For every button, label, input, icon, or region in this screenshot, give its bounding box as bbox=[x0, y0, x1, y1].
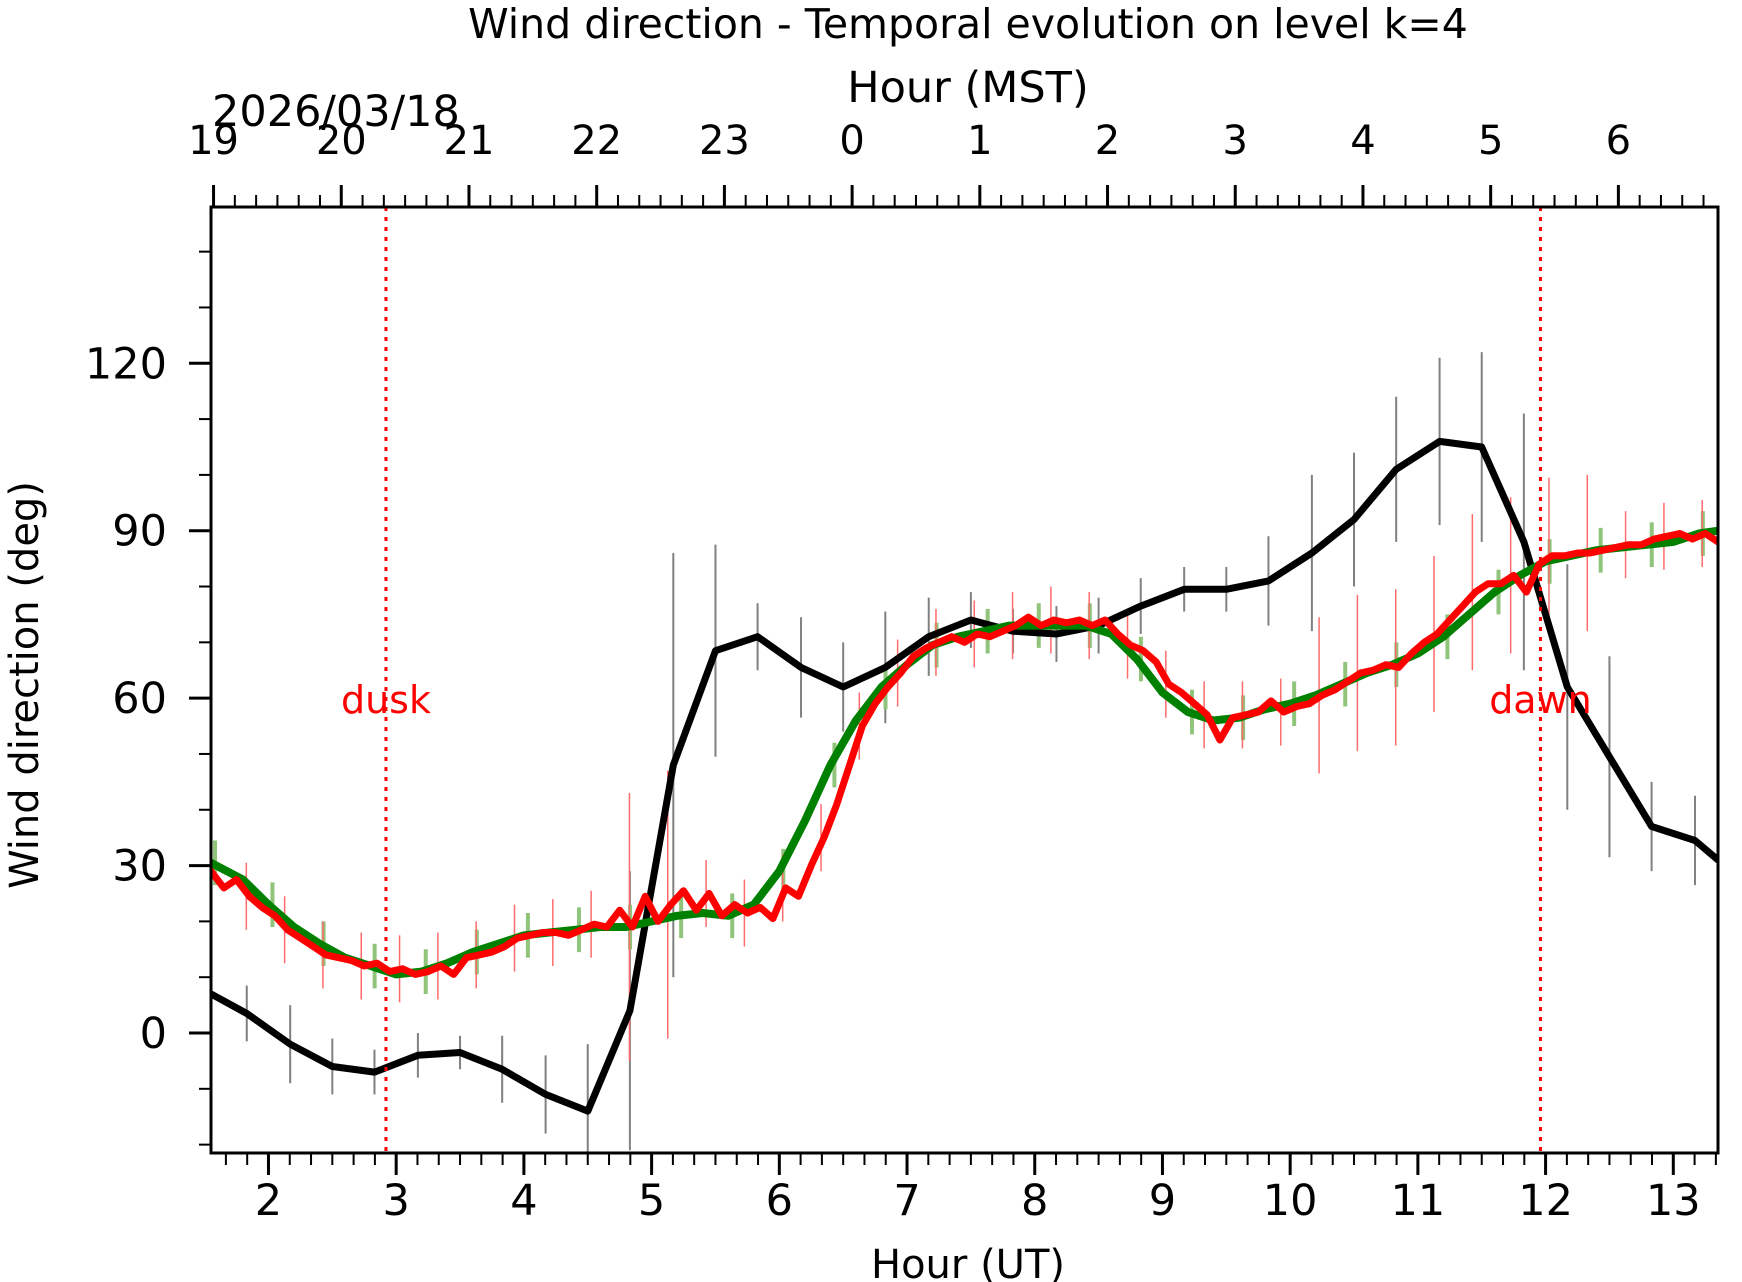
x-axis-title: Hour (UT) bbox=[871, 1242, 1065, 1282]
x-tick-label: 11 bbox=[1391, 1176, 1446, 1226]
top-tick-label: 21 bbox=[444, 118, 495, 164]
x-tick-label: 2 bbox=[255, 1176, 282, 1226]
y-axis-title: Wind direction (deg) bbox=[2, 481, 48, 889]
y-tick-label: 30 bbox=[112, 842, 167, 892]
x-tick-label: 8 bbox=[1021, 1176, 1048, 1226]
x-tick-label: 9 bbox=[1149, 1176, 1176, 1226]
top-tick-label: 5 bbox=[1478, 118, 1503, 164]
x-tick-label: 3 bbox=[383, 1176, 410, 1226]
top-tick-label: 22 bbox=[571, 118, 622, 164]
x-tick-label: 7 bbox=[893, 1176, 920, 1226]
top-tick-label: 3 bbox=[1223, 118, 1248, 164]
dusk-label: dusk bbox=[341, 678, 431, 722]
data-layer bbox=[211, 352, 1718, 1153]
y-tick-label: 60 bbox=[112, 674, 167, 724]
y-tick-label: 0 bbox=[140, 1009, 167, 1059]
top-tick-label: 23 bbox=[699, 118, 750, 164]
top-axis-title: Hour (MST) bbox=[847, 63, 1088, 113]
top-tick-label: 4 bbox=[1350, 118, 1375, 164]
top-tick-label: 0 bbox=[839, 118, 864, 164]
x-tick-label: 13 bbox=[1646, 1176, 1701, 1226]
x-tick-label: 4 bbox=[510, 1176, 537, 1226]
x-tick-label: 6 bbox=[766, 1176, 793, 1226]
x-tick-label: 5 bbox=[638, 1176, 665, 1226]
top-tick-label: 19 bbox=[188, 118, 239, 164]
y-tick-label: 120 bbox=[85, 339, 167, 389]
dawn-label: dawn bbox=[1489, 678, 1592, 722]
series-line bbox=[211, 530, 1718, 978]
y-tick-label: 90 bbox=[112, 507, 167, 557]
x-tick-label: 10 bbox=[1263, 1176, 1318, 1226]
top-tick-label: 6 bbox=[1606, 118, 1631, 164]
date-label: 2026/03/18 bbox=[212, 87, 460, 137]
series-line bbox=[211, 526, 1718, 979]
top-tick-label: 20 bbox=[316, 118, 367, 164]
top-tick-label: 2 bbox=[1095, 118, 1120, 164]
x-tick-label: 12 bbox=[1518, 1176, 1573, 1226]
plot-frame bbox=[209, 205, 1720, 1155]
top-tick-label: 1 bbox=[967, 118, 992, 164]
series-line bbox=[211, 437, 1718, 1115]
chart-title: Wind direction - Temporal evolution on l… bbox=[468, 0, 1468, 48]
